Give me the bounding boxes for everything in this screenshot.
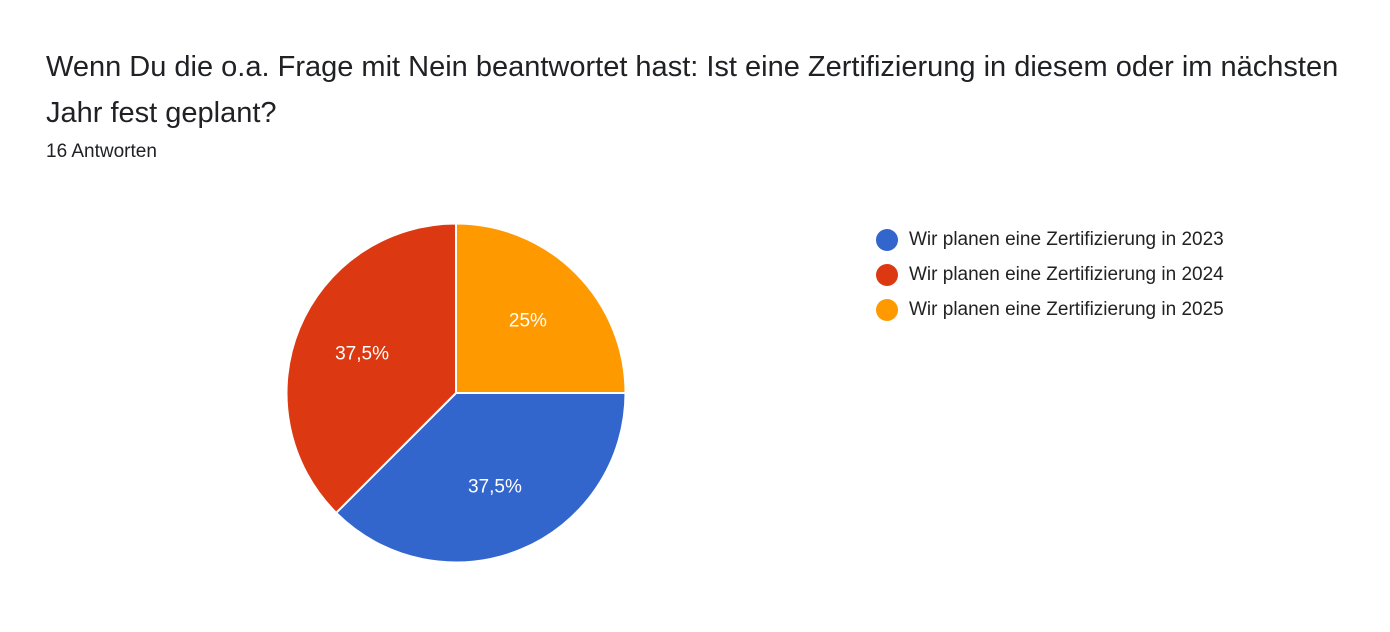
legend-item-2025[interactable]: Wir planen eine Zertifizierung in 2025 xyxy=(876,292,1224,327)
pie-slice[interactable] xyxy=(455,222,627,394)
legend-label: Wir planen eine Zertifizierung in 2025 xyxy=(909,298,1224,320)
slice-percent-label: 37,5% xyxy=(335,344,389,365)
legend-item-2023[interactable]: Wir planen eine Zertifizierung in 2023 xyxy=(876,222,1224,257)
pie-slice[interactable] xyxy=(285,222,457,514)
legend-label: Wir planen eine Zertifizierung in 2023 xyxy=(909,228,1224,250)
legend-swatch xyxy=(876,263,898,286)
legend-swatch xyxy=(876,228,898,251)
legend-label: Wir planen eine Zertifizierung in 2024 xyxy=(909,263,1224,285)
legend-item-2024[interactable]: Wir planen eine Zertifizierung in 2024 xyxy=(876,257,1224,292)
chart-legend: Wir planen eine Zertifizierung in 2023 W… xyxy=(876,222,1224,327)
slice-percent-label: 37,5% xyxy=(468,476,522,497)
legend-swatch xyxy=(876,298,898,321)
slice-percent-label: 25% xyxy=(509,311,547,332)
response-count: 16 Antworten xyxy=(46,141,157,162)
question-title: Wenn Du die o.a. Frage mit Nein beantwor… xyxy=(46,51,1339,129)
pie-slice[interactable] xyxy=(335,392,627,564)
